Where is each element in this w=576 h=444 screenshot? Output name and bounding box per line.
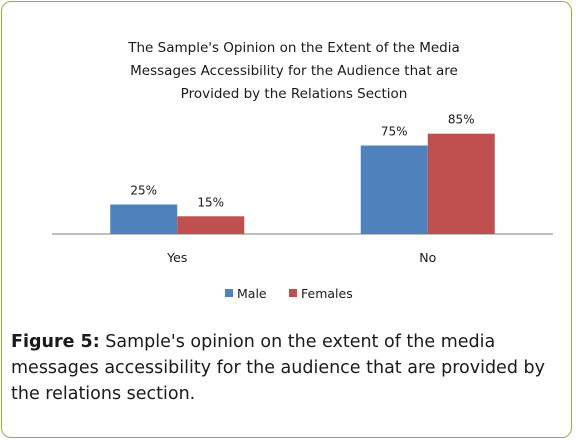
bar-male-yes [110, 204, 178, 234]
data-label-females-yes: 15% [197, 195, 224, 209]
legend-label-male: Male [237, 286, 267, 301]
bar-females-yes [177, 216, 245, 234]
chart-title-line-3: Provided by the Relations Section [181, 86, 408, 102]
legend-swatch-male [225, 289, 233, 297]
legend: Male Females [225, 286, 353, 301]
chart-title-line-2: Messages Accessibility for the Audience … [130, 63, 458, 79]
data-label-females-no: 85% [448, 113, 475, 127]
chart-marks: 25% 15% Yes 75% 85% No [110, 113, 495, 265]
legend-label-females: Females [301, 286, 353, 301]
chart-title: The Sample's Opinion on the Extent of th… [127, 40, 460, 102]
bar-male-no [360, 145, 428, 234]
data-label-male-yes: 25% [130, 184, 157, 198]
legend-swatch-females [289, 289, 297, 297]
x-tick-label-no: No [419, 250, 436, 265]
data-label-male-no: 75% [381, 125, 408, 139]
caption-text: Sample's opinion on the extent of the me… [11, 332, 545, 404]
bar-chart: The Sample's Opinion on the Extent of th… [52, 40, 553, 301]
chart-title-line-1: The Sample's Opinion on the Extent of th… [127, 40, 460, 56]
x-tick-label-yes: Yes [166, 250, 187, 265]
caption-label: Figure 5: [11, 332, 100, 352]
bar-females-no [427, 133, 495, 234]
figure-caption: Figure 5: Sample's opinion on the extent… [11, 329, 563, 407]
